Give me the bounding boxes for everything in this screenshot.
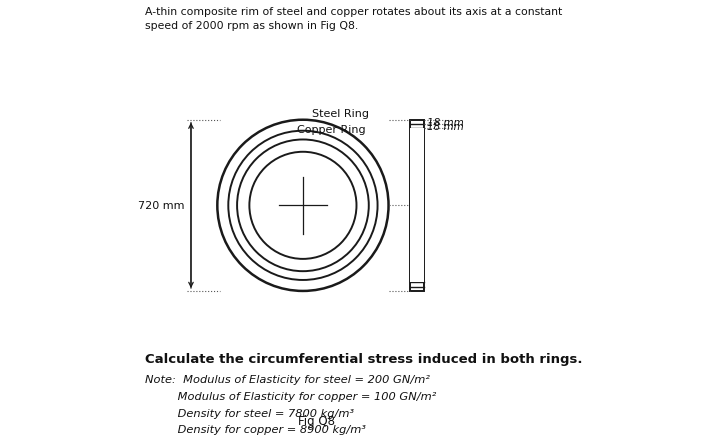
Text: Density for steel = 7800 kg/m³: Density for steel = 7800 kg/m³ (145, 408, 354, 418)
Text: A-thin composite rim of steel and copper rotates about its axis at a constant: A-thin composite rim of steel and copper… (145, 7, 562, 17)
Bar (410, 129, 423, 283)
Text: speed of 2000 rpm as shown in Fig Q8.: speed of 2000 rpm as shown in Fig Q8. (145, 21, 358, 31)
Text: 18 mm: 18 mm (427, 117, 464, 127)
Bar (410, 120, 423, 291)
Text: 720 mm: 720 mm (138, 201, 184, 211)
Text: Copper Ring: Copper Ring (297, 125, 366, 135)
Text: Calculate the circumferential stress induced in both rings.: Calculate the circumferential stress ind… (145, 353, 582, 366)
Text: Steel Ring: Steel Ring (312, 108, 369, 118)
Text: 18 mm: 18 mm (427, 122, 464, 132)
Text: Density for copper = 8900 kg/m³: Density for copper = 8900 kg/m³ (145, 424, 366, 434)
Text: Modulus of Elasticity for copper = 100 GN/m²: Modulus of Elasticity for copper = 100 G… (145, 391, 436, 401)
Text: Fig Q8: Fig Q8 (297, 414, 335, 427)
Text: Note:  Modulus of Elasticity for steel = 200 GN/m²: Note: Modulus of Elasticity for steel = … (145, 374, 430, 385)
